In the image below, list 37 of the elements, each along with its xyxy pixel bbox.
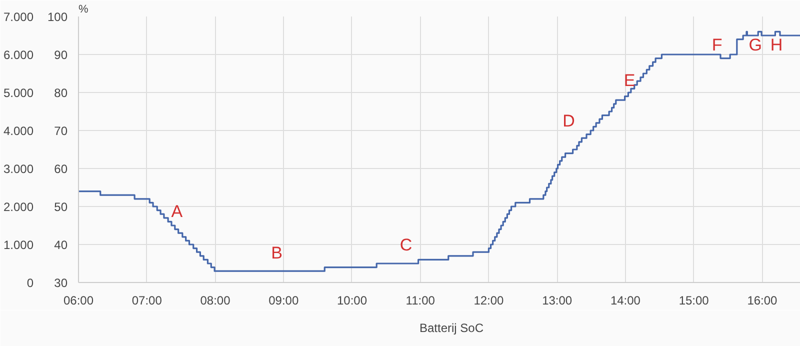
y2-tick-label: 60 [54, 162, 68, 176]
y-tick-label: 3.000 [3, 162, 34, 176]
x-tick-label: 14:00 [610, 294, 641, 308]
x-tick-label: 07:00 [132, 294, 162, 308]
x-tick-label: 16:00 [747, 294, 778, 308]
y2-tick-label: 30 [54, 276, 68, 290]
x-tick-label: 12:00 [474, 294, 504, 308]
y-tick-label: 5.000 [3, 86, 34, 100]
y-tick-label: 2.000 [3, 200, 34, 214]
y-tick-label: 6.000 [3, 48, 34, 62]
text: Batterij SoC [419, 321, 484, 335]
x-tick-label: 08:00 [200, 294, 231, 308]
x-tick-label: 13:00 [542, 294, 572, 308]
annotation: F [712, 36, 722, 54]
x-tick-label: 10:00 [336, 294, 368, 308]
annotation: E [624, 70, 636, 90]
annotation: D [562, 112, 575, 130]
y-tick-label: 4.000 [3, 124, 34, 138]
x-tick-label: 06:00 [63, 294, 94, 308]
annotation: H [770, 36, 783, 54]
x-tick-label: 15:00 [678, 294, 710, 308]
x-tick-label: 11:00 [406, 294, 436, 308]
annotation: B [271, 243, 282, 262]
annotation: A [171, 202, 184, 221]
y-tick-label: 0 [26, 276, 34, 290]
annotation: G [748, 36, 762, 54]
y-tick-label: 1.000 [3, 238, 34, 252]
y2-tick-label: 50 [54, 200, 68, 214]
y2-tick-label: 90 [54, 48, 68, 62]
y2-axis-title: % [78, 4, 88, 16]
y-tick-label: 7.000 [3, 10, 34, 24]
y2-tick-label: 100 [47, 10, 68, 24]
y2-tick-label: 70 [54, 124, 68, 138]
y2-tick-label: 40 [54, 238, 68, 252]
annotation: C [400, 235, 412, 254]
y2-tick-label: 80 [54, 86, 68, 100]
x-tick-label: 09:00 [268, 294, 299, 308]
